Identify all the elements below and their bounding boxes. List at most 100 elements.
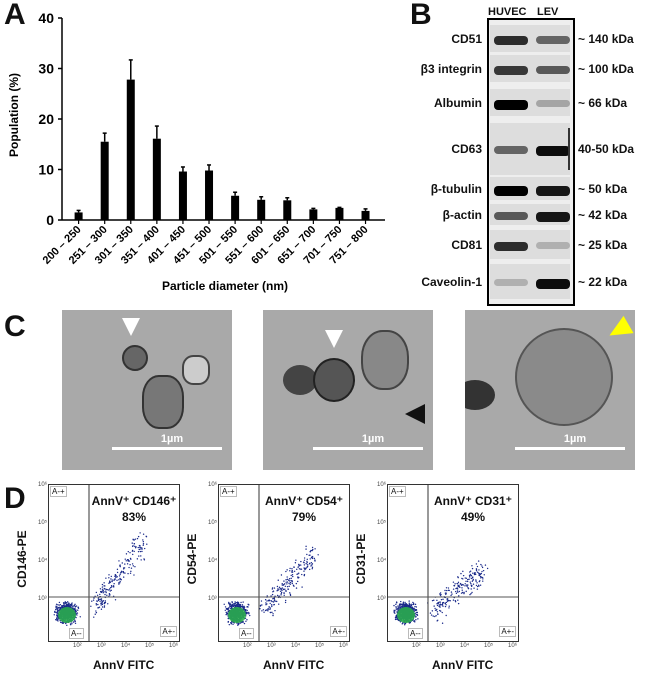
event-dot [393, 610, 395, 613]
event-dot [445, 614, 447, 617]
event-dot [414, 605, 416, 608]
event-dot [483, 574, 485, 576]
event-dot [477, 572, 480, 574]
event-dot [108, 593, 111, 595]
blot-band [494, 100, 528, 110]
event-dot [298, 565, 300, 567]
event-dot [286, 578, 289, 581]
event-dot [230, 622, 233, 625]
event-dot [298, 568, 301, 570]
event-dot [267, 610, 269, 612]
event-dot [280, 593, 282, 595]
event-dot [306, 561, 308, 564]
event-dot [310, 565, 312, 567]
event-dot [444, 605, 447, 608]
blot-size-label: ~ 66 kDa [578, 96, 628, 110]
event-dot [311, 549, 313, 552]
event-dot [290, 574, 292, 577]
event-dot [234, 601, 236, 603]
event-dot [311, 566, 314, 569]
event-dot [409, 606, 412, 609]
event-dot [104, 593, 106, 596]
event-dot [110, 584, 113, 587]
event-dot [472, 583, 475, 585]
event-dot [133, 543, 135, 545]
event-dot [114, 599, 117, 601]
event-dot [103, 605, 106, 607]
event-dot [458, 595, 460, 597]
event-dot [471, 591, 473, 594]
event-dot [396, 602, 398, 604]
event-dot [286, 585, 289, 588]
bar [361, 210, 370, 220]
em-image-1: 1µm [62, 310, 232, 470]
bar [335, 207, 344, 220]
event-dot [70, 603, 73, 606]
event-dot [93, 616, 95, 618]
event-dot [284, 590, 287, 592]
event-dot [476, 588, 479, 590]
event-dot [130, 567, 133, 569]
event-dot [305, 568, 307, 570]
event-dot [140, 559, 142, 561]
bar [309, 209, 318, 220]
event-dot [228, 605, 231, 607]
event-dot [280, 574, 283, 576]
event-dot [469, 581, 471, 583]
event-dot [103, 606, 106, 608]
event-dot [273, 587, 276, 589]
event-dot [448, 605, 450, 607]
event-dot [133, 550, 135, 553]
event-dot [129, 564, 131, 566]
event-dot [283, 580, 285, 582]
event-dot [475, 580, 477, 582]
event-dot [230, 604, 233, 607]
blot-protein-label: β-tubulin [430, 182, 482, 196]
event-dot [127, 572, 129, 575]
event-dot [241, 621, 243, 624]
event-dot [291, 568, 293, 570]
x-tick-label: 10³ [436, 643, 445, 649]
event-dot [79, 616, 81, 618]
blot-size-label: ~ 100 kDa [578, 62, 634, 76]
event-dot [104, 585, 106, 587]
x-tick-label: 10⁶ [339, 643, 349, 649]
event-dot [415, 616, 417, 618]
event-dot [438, 605, 441, 607]
event-dot [129, 552, 131, 554]
y-tick-label: 10⁴ [38, 558, 48, 564]
event-dot [446, 598, 448, 600]
panel-label-b: B [410, 0, 432, 31]
event-dot [248, 604, 250, 606]
event-dot [105, 588, 108, 591]
event-dot [480, 563, 482, 566]
event-dot [269, 602, 271, 605]
event-dot [237, 605, 240, 608]
event-dot [475, 563, 478, 565]
event-dot [236, 604, 238, 607]
event-dot [270, 600, 273, 602]
event-dot [260, 600, 263, 602]
event-dot [69, 605, 72, 607]
event-dot [118, 583, 120, 585]
event-dot [131, 549, 134, 552]
event-dot [457, 581, 460, 584]
event-dot [233, 603, 235, 606]
event-dot [416, 611, 419, 614]
event-dot [311, 564, 313, 566]
event-dot [286, 569, 288, 571]
arrowhead-icon [604, 315, 634, 345]
event-dot [289, 581, 292, 584]
event-dot [415, 609, 418, 611]
event-dot [120, 570, 123, 573]
event-dot [479, 584, 482, 586]
event-dot [279, 588, 281, 590]
event-dot [473, 587, 475, 589]
event-dot [440, 598, 443, 601]
event-dot [393, 609, 395, 612]
bar [178, 171, 187, 220]
event-dot [140, 555, 142, 557]
event-dot [415, 606, 418, 608]
event-dot [243, 607, 245, 610]
